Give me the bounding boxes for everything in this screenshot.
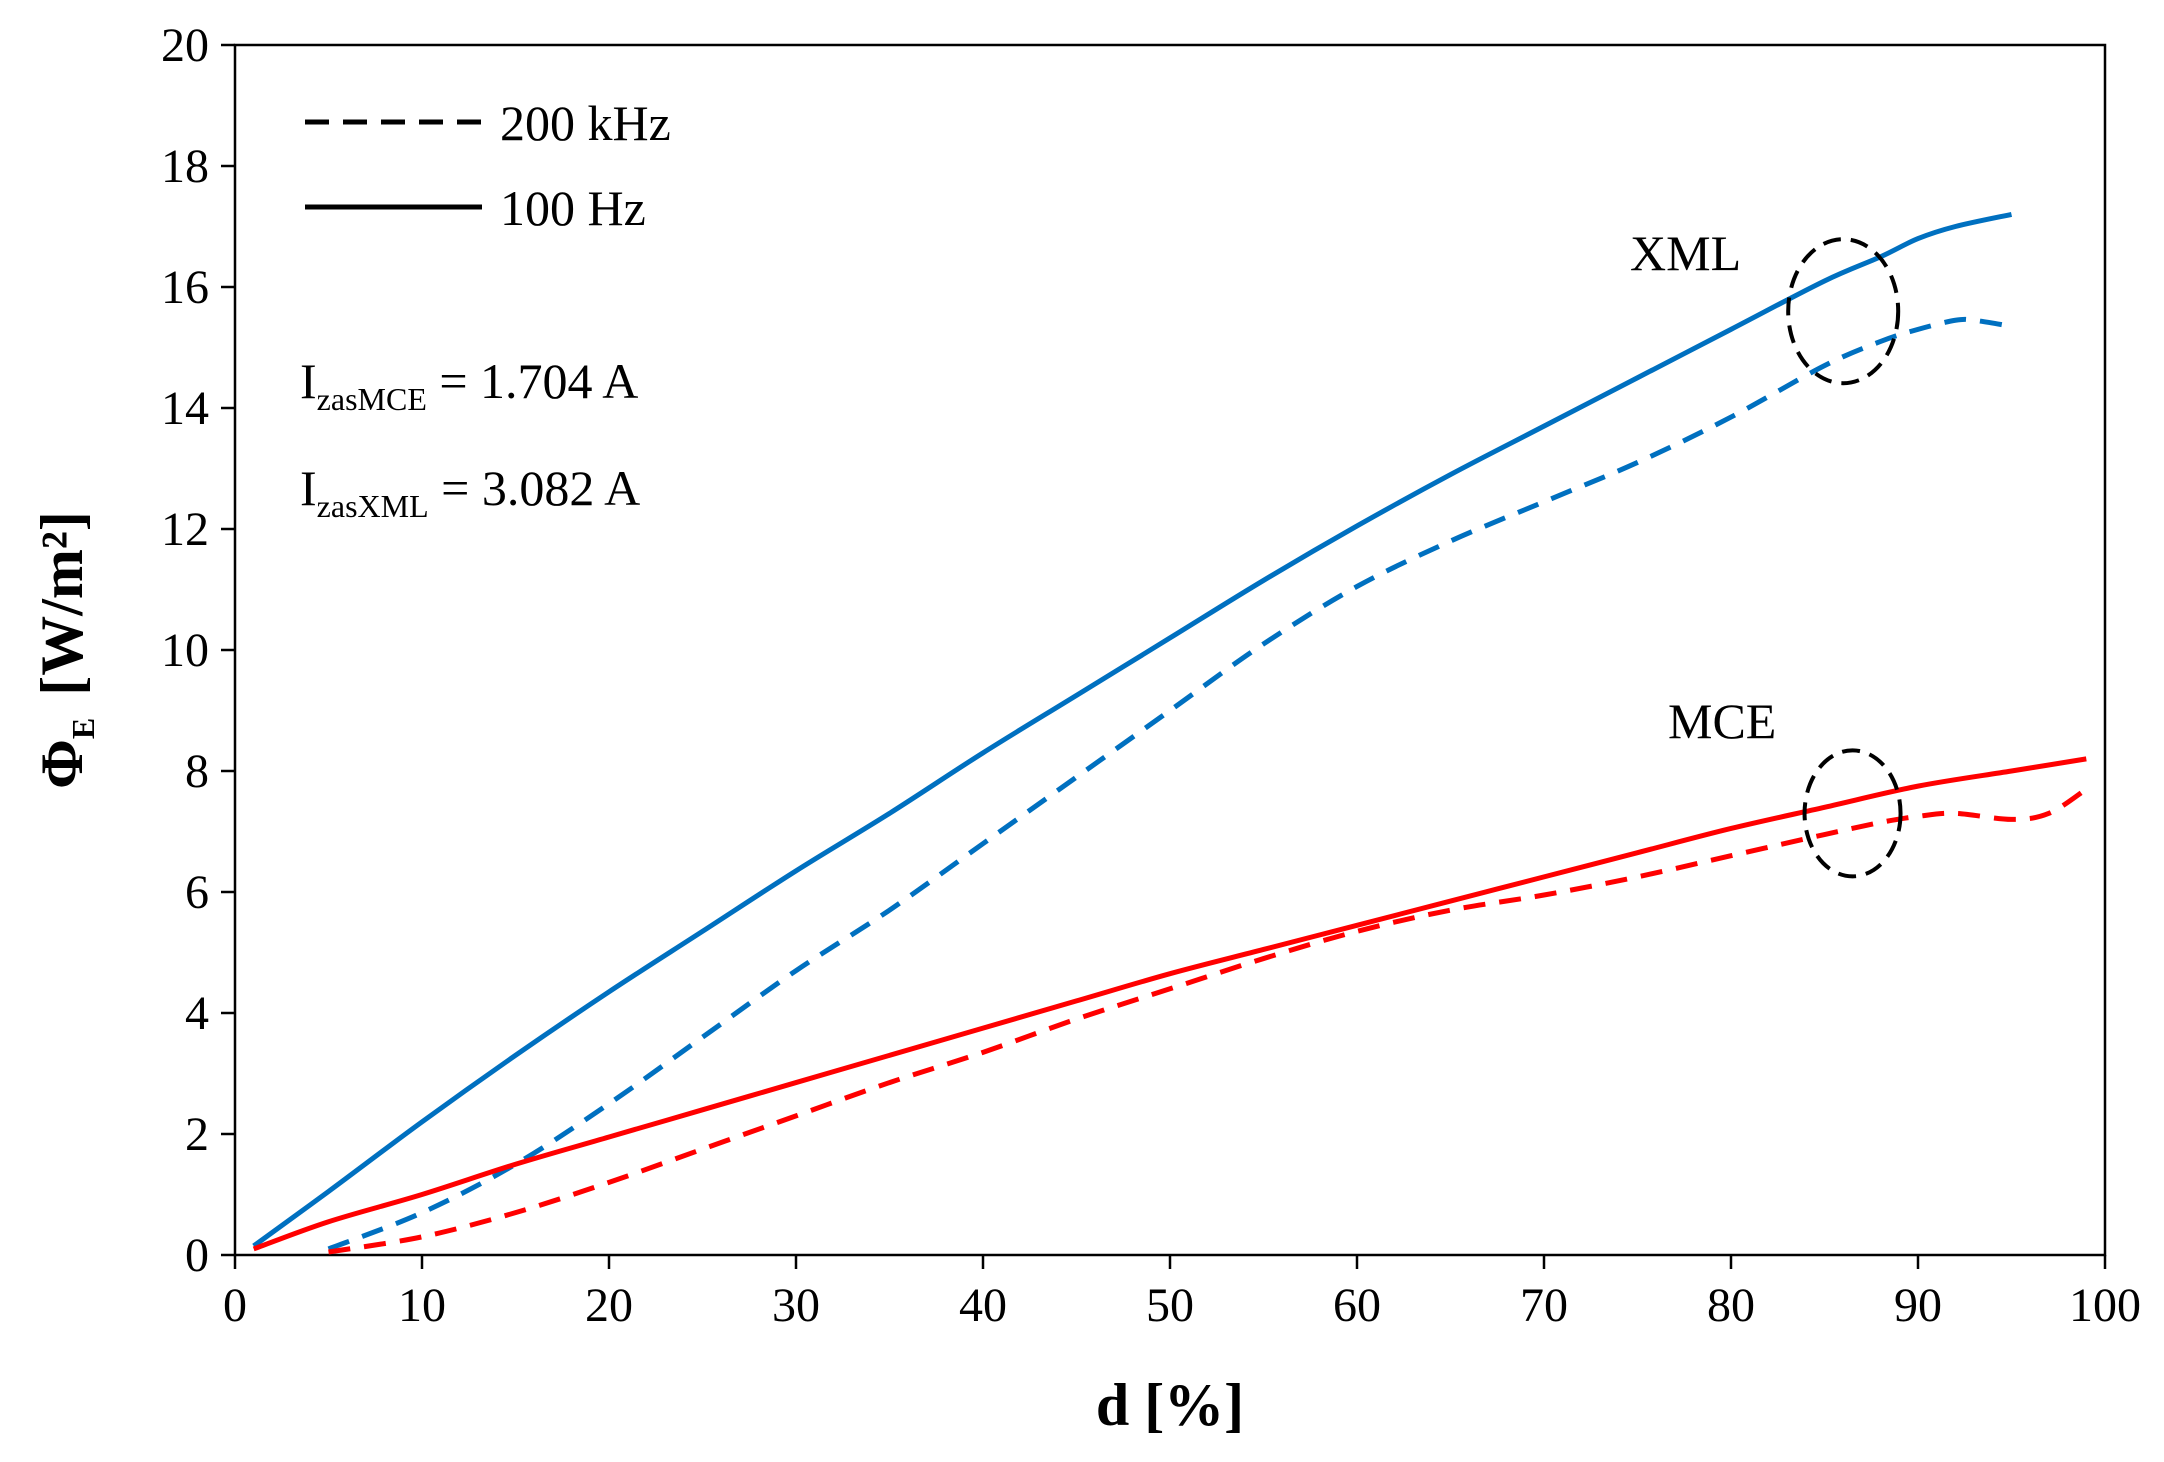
x-tick-label: 90 (1894, 1279, 1942, 1332)
legend-label-200khz: 200 kHz (500, 95, 671, 151)
y-tick-label: 20 (161, 19, 209, 72)
x-axis-title: d [%] (1096, 1372, 1244, 1438)
x-tick-label: 80 (1707, 1279, 1755, 1332)
annotation-i-zas-mce: IzasMCE = 1.704 A (300, 353, 638, 417)
y-axis-subscript: E (65, 718, 101, 739)
series-line-mce-100-hz (252, 756, 2087, 1252)
annotation-i-zas-xml: IzasXML = 3.082 A (300, 460, 640, 524)
legend-label-100hz: 100 Hz (500, 180, 646, 236)
y-tick-label: 6 (185, 866, 209, 919)
y-tick-label: 12 (161, 503, 209, 556)
x-tick-label: 60 (1333, 1279, 1381, 1332)
series-line-mce-200-khz (328, 787, 2088, 1255)
y-axis-title: ΦE [W/m²] (29, 511, 101, 789)
y-tick-label: 8 (185, 745, 209, 798)
label-xml: XML (1630, 225, 1741, 281)
y-tick-label: 18 (161, 140, 209, 193)
x-axis: 0 10 20 30 40 50 60 70 80 90 100 (223, 1255, 2141, 1332)
y-axis-unit: [W/m²] (29, 511, 95, 696)
legend: 200 kHz 100 Hz (305, 95, 671, 236)
x-tick-label: 10 (398, 1279, 446, 1332)
y-tick-label: 0 (185, 1229, 209, 1282)
y-axis-symbol: Φ (29, 739, 95, 789)
ellipse-mce (1802, 748, 1903, 879)
x-tick-label: 30 (772, 1279, 820, 1332)
x-tick-label: 70 (1520, 1279, 1568, 1332)
x-tick-label: 0 (223, 1279, 247, 1332)
y-tick-label: 4 (185, 987, 209, 1040)
series-line-xml-200-khz (327, 316, 2012, 1252)
y-tick-label: 2 (185, 1108, 209, 1161)
x-tick-label: 100 (2069, 1279, 2141, 1332)
ellipse-xml (1786, 237, 1901, 386)
label-mce: MCE (1668, 693, 1776, 749)
y-tick-label: 16 (161, 261, 209, 314)
y-axis: 0 2 4 6 8 10 12 14 16 18 20 (161, 19, 235, 1282)
y-tick-label: 14 (161, 382, 209, 435)
series-line-xml-100-hz (252, 211, 2013, 1248)
x-tick-label: 20 (585, 1279, 633, 1332)
y-tick-label: 10 (161, 624, 209, 677)
x-tick-label: 50 (1146, 1279, 1194, 1332)
x-tick-label: 40 (959, 1279, 1007, 1332)
series-layer (252, 211, 2088, 1255)
